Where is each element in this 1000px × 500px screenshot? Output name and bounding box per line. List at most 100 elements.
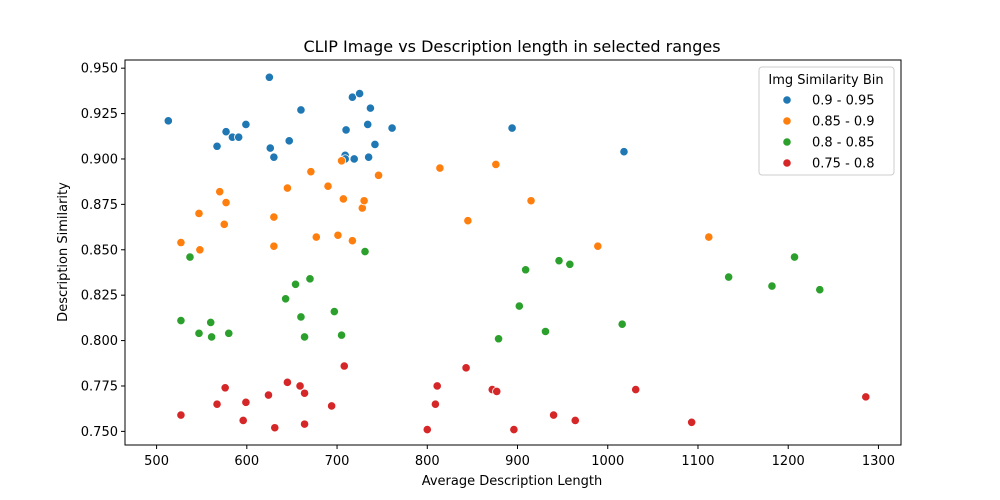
y-tick-label: 0.950: [81, 62, 118, 77]
y-tick-label: 0.825: [81, 289, 118, 304]
y-tick-label: 0.850: [81, 243, 118, 258]
x-tick-label: 1000: [591, 454, 624, 469]
data-point: [540, 326, 551, 337]
data-point: [265, 143, 275, 153]
data-point: [338, 194, 348, 204]
data-point: [359, 196, 369, 206]
data-point: [491, 159, 501, 170]
data-point: [521, 265, 531, 275]
data-point: [281, 294, 291, 304]
data-point: [341, 125, 351, 135]
data-point: [299, 388, 310, 398]
data-point: [724, 272, 734, 282]
y-tick-label: 0.925: [81, 107, 118, 122]
data-point: [570, 415, 580, 426]
data-point: [176, 316, 186, 326]
data-point: [430, 399, 440, 409]
data-point: [296, 105, 306, 115]
data-point: [282, 183, 293, 193]
data-point: [269, 152, 279, 162]
x-tick-label: 900: [505, 454, 530, 469]
x-tick-label: 1200: [772, 454, 805, 469]
legend-title: Img Similarity Bin: [768, 73, 883, 88]
data-point: [238, 415, 248, 426]
data-point: [194, 328, 204, 338]
data-point: [526, 196, 536, 206]
x-tick-label: 800: [415, 454, 440, 469]
data-point: [355, 88, 365, 99]
x-axis-label: Average Description Length: [422, 474, 603, 489]
data-point: [387, 123, 397, 133]
data-point: [185, 252, 195, 262]
data-point: [365, 103, 376, 113]
data-point: [704, 232, 714, 242]
data-point: [207, 332, 217, 342]
data-point: [163, 116, 173, 126]
x-tick-label: 1300: [862, 454, 895, 469]
data-point: [514, 301, 524, 311]
data-point: [617, 319, 627, 329]
legend-entry: 0.9 - 0.95: [812, 94, 875, 109]
legend: Img Similarity Bin 0.9 - 0.950.85 - 0.90…: [758, 66, 895, 176]
data-point: [219, 219, 229, 229]
y-tick-label: 0.800: [81, 334, 118, 349]
x-axis: 500 600 700 800 900 1000 1100 1200 1300: [144, 445, 895, 469]
plot-frame: [124, 59, 902, 446]
data-point: [336, 156, 347, 166]
data-point: [461, 363, 471, 373]
data-point: [194, 208, 204, 219]
data-point: [432, 381, 442, 391]
data-point: [687, 417, 697, 427]
data-point: [264, 72, 274, 82]
data-point: [364, 152, 374, 162]
data-point: [284, 136, 294, 146]
data-point: [305, 274, 315, 284]
data-point: [212, 399, 222, 409]
data-point: [861, 392, 871, 402]
y-tick-label: 0.875: [81, 198, 118, 213]
data-point: [176, 410, 186, 420]
data-point: [329, 306, 339, 317]
y-tick-label: 0.900: [81, 152, 118, 167]
x-tick-label: 600: [234, 454, 259, 469]
data-point: [212, 141, 222, 151]
data-point: [631, 385, 641, 395]
data-point: [565, 259, 575, 269]
data-point: [176, 237, 186, 248]
data-point: [234, 132, 244, 142]
data-point: [435, 163, 445, 173]
data-point: [815, 285, 825, 295]
data-point: [492, 386, 502, 397]
data-point: [360, 246, 370, 257]
x-tick-label: 1100: [681, 454, 714, 469]
y-tick-label: 0.775: [81, 379, 118, 394]
x-tick-label: 700: [325, 454, 350, 469]
plot-points: [163, 72, 871, 435]
data-point: [336, 330, 347, 340]
data-point: [241, 119, 251, 130]
y-axis-label: Description Similarity: [56, 182, 71, 322]
data-point: [282, 377, 293, 387]
data-point: [224, 328, 234, 338]
data-point: [363, 119, 373, 130]
data-point: [221, 197, 231, 208]
data-point: [270, 423, 280, 433]
y-tick-label: 0.750: [81, 425, 118, 440]
data-point: [241, 397, 251, 407]
legend-box: [758, 66, 895, 176]
data-point: [269, 241, 279, 251]
data-point: [422, 424, 432, 435]
chart-title: CLIP Image vs Description length in sele…: [303, 37, 720, 56]
data-point: [463, 216, 473, 226]
data-point: [206, 317, 216, 328]
legend-items: 0.9 - 0.95 0.85 - 0.9 0.8 - 0.85 0.75 - 0.8: [782, 94, 875, 172]
data-point: [509, 424, 519, 435]
data-point: [347, 236, 357, 246]
data-point: [221, 127, 231, 137]
data-point: [593, 241, 603, 251]
data-point: [299, 332, 310, 342]
data-point: [220, 383, 230, 393]
data-point: [333, 230, 343, 240]
data-point: [296, 312, 306, 322]
y-axis: 0.750 0.775 0.800 0.825 0.850 0.875 0.900 0.925…: [81, 62, 125, 440]
